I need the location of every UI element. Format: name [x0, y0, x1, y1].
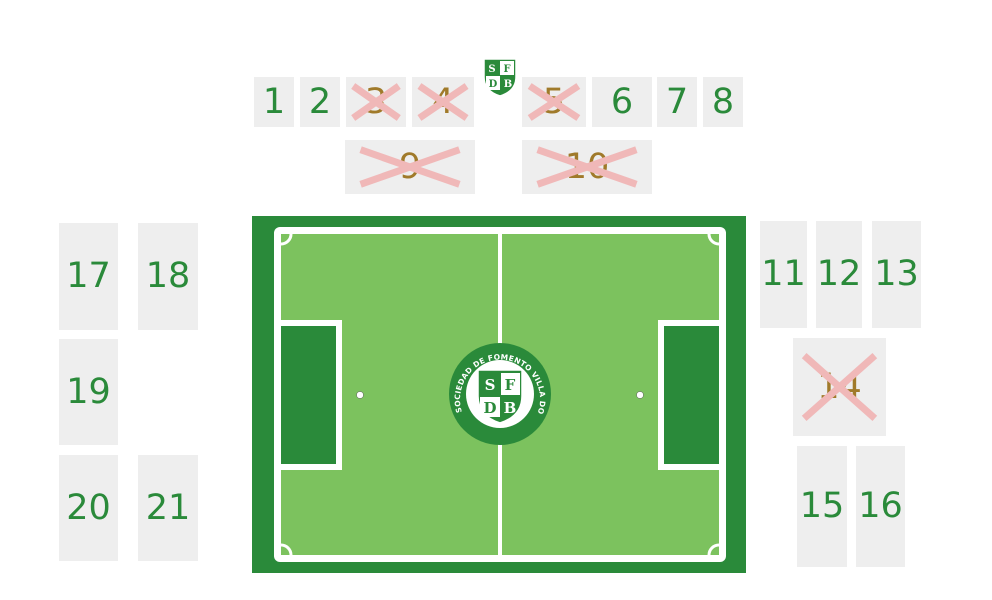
spot-label: 15 [799, 486, 845, 526]
spot-7[interactable]: 7 [657, 77, 697, 127]
spot-label: 1 [262, 81, 286, 122]
spot-label: 11 [761, 254, 806, 294]
spot-label: 18 [145, 256, 191, 296]
spot-label: 2 [308, 81, 332, 122]
spot-label: 21 [145, 487, 191, 528]
spot-2[interactable]: 2 [300, 77, 340, 127]
spot-label: 12 [816, 254, 862, 294]
spot-5[interactable]: 5 [522, 77, 586, 127]
svg-text:D: D [489, 79, 498, 90]
spot-label: 20 [66, 487, 111, 528]
spot-label: 5 [542, 81, 566, 122]
spot-12[interactable]: 12 [816, 221, 862, 328]
spot-label: 14 [817, 366, 862, 407]
spot-label: 10 [564, 146, 610, 187]
spot-10[interactable]: 10 [522, 140, 652, 194]
svg-text:S: S [488, 64, 495, 75]
svg-text:F: F [505, 376, 516, 394]
spot-13[interactable]: 13 [872, 221, 921, 328]
spot-9[interactable]: 9 [345, 140, 475, 194]
spot-label: 19 [66, 371, 111, 412]
spot-label: 3 [364, 81, 388, 122]
football-pitch: S F D B SOCIEDAD DE FOMENTO VILLA DON BO… [252, 216, 746, 573]
spot-19[interactable]: 19 [59, 339, 118, 445]
svg-text:B: B [504, 79, 512, 90]
spot-21[interactable]: 21 [138, 455, 198, 561]
svg-text:S: S [485, 376, 496, 394]
spot-3[interactable]: 3 [346, 77, 406, 127]
spot-16[interactable]: 16 [856, 446, 905, 567]
spot-8[interactable]: 8 [703, 77, 743, 127]
svg-text:B: B [504, 399, 517, 417]
club-crest-small: S F D B [483, 58, 517, 97]
spot-label: 9 [398, 146, 422, 187]
spot-label: 6 [610, 81, 634, 122]
spot-label: 16 [858, 486, 903, 526]
spot-label: 7 [665, 81, 689, 122]
spot-1[interactable]: 1 [254, 77, 294, 127]
spot-label: 4 [431, 81, 455, 122]
spot-6[interactable]: 6 [592, 77, 652, 127]
spot-label: 8 [711, 81, 735, 122]
spot-label: 13 [874, 254, 919, 294]
spot-17[interactable]: 17 [59, 223, 118, 330]
spot-15[interactable]: 15 [797, 446, 847, 567]
spot-14[interactable]: 14 [793, 338, 886, 436]
spot-4[interactable]: 4 [412, 77, 474, 127]
svg-text:D: D [483, 399, 496, 417]
spot-20[interactable]: 20 [59, 455, 118, 561]
spot-18[interactable]: 18 [138, 223, 198, 330]
spot-label: 17 [66, 256, 111, 296]
svg-text:F: F [503, 64, 510, 75]
spot-11[interactable]: 11 [760, 221, 807, 328]
